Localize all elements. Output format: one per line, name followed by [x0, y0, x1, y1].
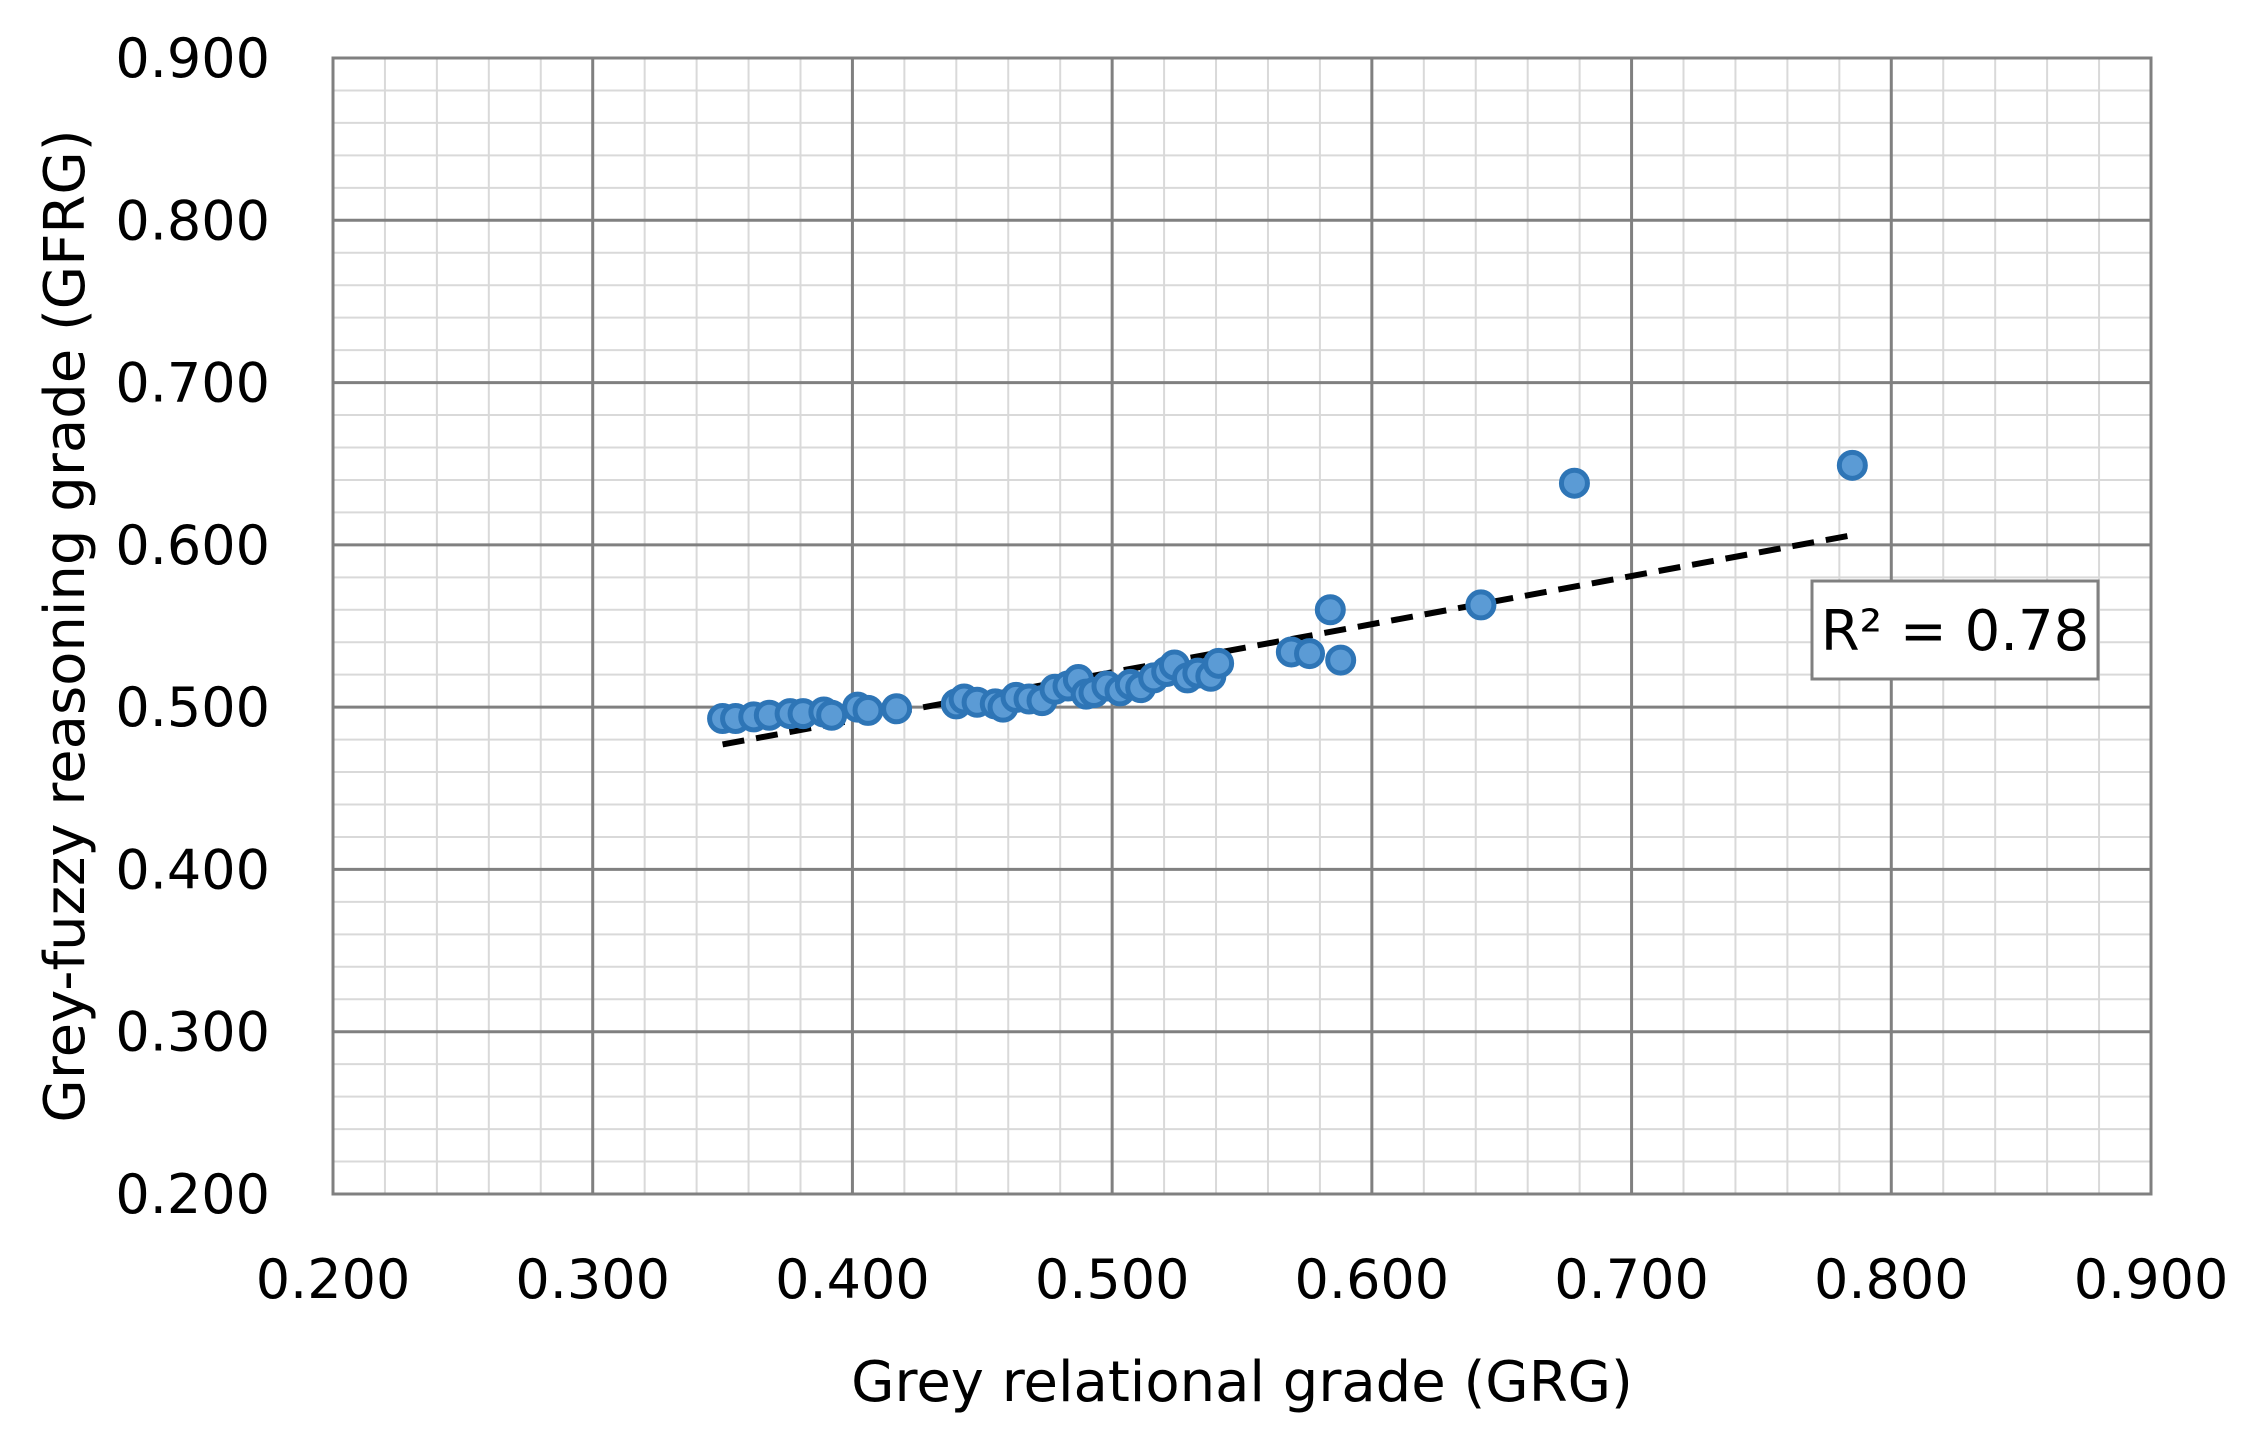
y-tick-label: 0.800 — [115, 189, 270, 252]
data-point — [1325, 644, 1357, 676]
data-point — [1294, 638, 1326, 670]
data-point — [852, 694, 884, 726]
y-tick-label: 0.900 — [115, 27, 270, 90]
x-tick-label: 0.700 — [1554, 1248, 1709, 1311]
x-tick-label: 0.200 — [256, 1248, 411, 1311]
data-point — [881, 693, 913, 725]
data-point — [1203, 647, 1235, 679]
data-point — [1558, 467, 1590, 499]
x-tick-label: 0.500 — [1035, 1248, 1190, 1311]
plot-border — [331, 56, 2153, 1196]
x-tick-label: 0.900 — [2074, 1248, 2229, 1311]
x-tick-label: 0.300 — [515, 1248, 670, 1311]
x-tick-label: 0.600 — [1295, 1248, 1450, 1311]
x-axis-tick-labels: 0.200 0.300 0.400 0.500 0.600 0.700 0.800 0.900 — [256, 1248, 2229, 1311]
y-axis-tick-labels: 0.200 0.300 0.400 0.500 0.600 0.700 0.800 0.900 — [115, 27, 270, 1226]
data-points — [707, 449, 1868, 735]
y-tick-label: 0.200 — [115, 1163, 270, 1226]
data-point — [816, 699, 848, 731]
x-tick-label: 0.400 — [775, 1248, 930, 1311]
data-point — [1836, 449, 1868, 481]
y-tick-label: 0.400 — [115, 838, 270, 901]
y-axis-title: Grey-fuzzy reasoning grade (GFRG) — [33, 129, 98, 1122]
r-squared-label: R² = 0.78 — [1821, 599, 2090, 664]
x-tick-label: 0.800 — [1814, 1248, 1969, 1311]
data-point — [1465, 589, 1497, 621]
r-squared-box: R² = 0.78 — [1810, 579, 2100, 681]
y-tick-label: 0.700 — [115, 352, 270, 415]
y-tick-label: 0.300 — [115, 1001, 270, 1064]
data-point — [1314, 594, 1346, 626]
y-tick-label: 0.500 — [115, 676, 270, 739]
x-axis-title: Grey relational grade (GRG) — [851, 1350, 1633, 1415]
y-tick-label: 0.600 — [115, 514, 270, 577]
minor-gridlines — [333, 58, 2151, 1194]
